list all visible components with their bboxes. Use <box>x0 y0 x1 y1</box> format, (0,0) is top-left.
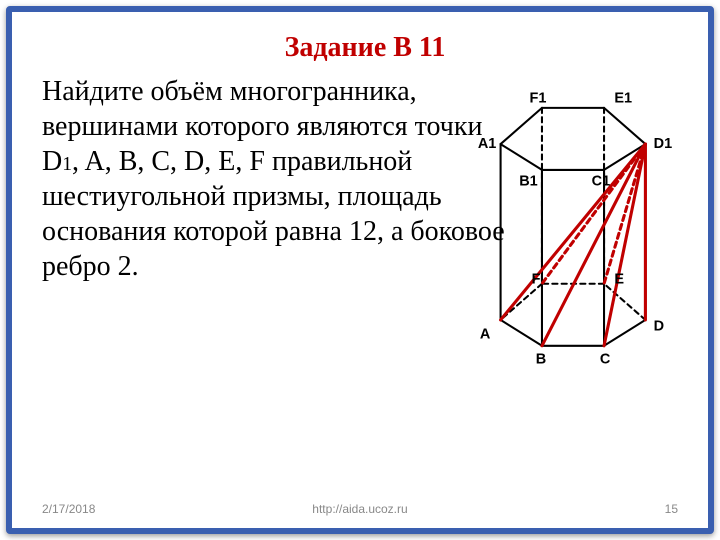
svg-text:D1: D1 <box>654 136 673 152</box>
svg-text:F1: F1 <box>530 91 547 107</box>
slide-content: Задание В 11 Найдите объём многогранника… <box>42 32 688 498</box>
slide-title: Задание В 11 <box>42 32 688 64</box>
svg-text:E1: E1 <box>614 91 632 107</box>
svg-text:C: C <box>600 351 611 367</box>
svg-text:D: D <box>654 318 664 334</box>
prism-svg: A1 B1 C1 D1 E1 F1 A B C D E F <box>458 82 688 382</box>
svg-text:F: F <box>532 272 541 288</box>
svg-text:B1: B1 <box>519 173 538 189</box>
svg-text:B: B <box>536 351 546 367</box>
problem-text: Найдите объём многогранника, вершинами к… <box>42 74 522 284</box>
prism-diagram: A1 B1 C1 D1 E1 F1 A B C D E F <box>458 82 688 382</box>
slide-frame: Задание В 11 Найдите объём многогранника… <box>6 6 714 534</box>
svg-text:C1: C1 <box>592 173 611 189</box>
svg-text:A: A <box>480 327 491 343</box>
svg-text:A1: A1 <box>478 136 497 152</box>
problem-text-content: Найдите объём многогранника, вершинами к… <box>42 76 505 282</box>
svg-text:E: E <box>614 272 624 288</box>
footer-url: http://aida.ucoz.ru <box>42 502 678 516</box>
slide-footer: 2/17/2018 http://aida.ucoz.ru 15 <box>42 502 678 516</box>
